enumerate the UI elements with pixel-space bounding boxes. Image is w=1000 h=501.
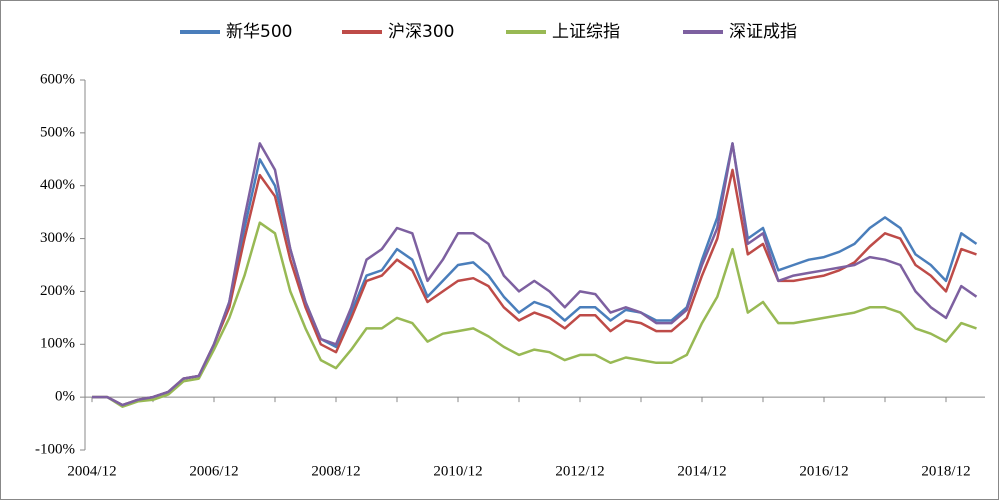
legend-label: 上证综指 [552, 22, 620, 42]
series-line [92, 221, 977, 408]
x-tick-label: 2016/12 [799, 463, 848, 479]
x-tick-label: 2004/12 [67, 463, 116, 479]
y-tick-label: 200% [40, 283, 75, 299]
y-tick-label: 100% [40, 336, 75, 352]
x-tick-label: 2012/12 [555, 463, 604, 479]
y-tick-label: 600% [40, 71, 75, 87]
y-tick-label: 500% [40, 124, 75, 140]
x-tick-label: 2014/12 [677, 463, 726, 479]
x-tick-label: 2018/12 [921, 463, 970, 479]
y-tick-label: -100% [35, 441, 75, 457]
x-tick-label: 2008/12 [311, 463, 360, 479]
y-tick-label: 300% [40, 230, 75, 246]
x-tick-label: 2006/12 [189, 463, 238, 479]
y-tick-label: 0% [55, 389, 75, 405]
series-line [92, 142, 978, 407]
series-line [92, 168, 977, 407]
legend-label: 新华500 [226, 22, 292, 42]
y-tick-label: 400% [40, 177, 75, 193]
legend-label: 沪深300 [388, 22, 454, 42]
legend-label: 深证成指 [729, 22, 797, 42]
x-tick-label: 2010/12 [433, 463, 482, 479]
